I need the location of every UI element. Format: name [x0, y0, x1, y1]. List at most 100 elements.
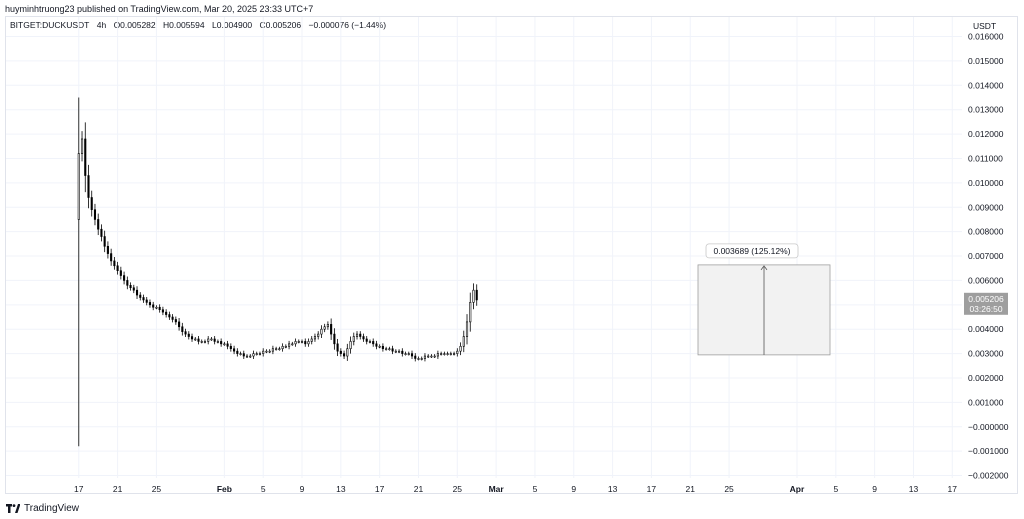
candle-body — [139, 294, 142, 298]
candle-body — [291, 343, 294, 346]
candle-body — [300, 341, 304, 343]
x-tick-label: 13 — [608, 484, 618, 494]
candle-body — [398, 350, 401, 353]
symbol-name[interactable]: BITGET:DUCKUSDT — [10, 20, 90, 30]
tradingview-logo-icon — [6, 504, 20, 513]
candle-body — [349, 341, 352, 350]
candle-body — [142, 297, 145, 301]
candle-body — [271, 348, 274, 352]
candle-body — [391, 348, 394, 352]
open-value: O0.005282 — [113, 20, 156, 30]
x-tick-label: Mar — [489, 484, 505, 494]
candle-body — [394, 350, 397, 353]
candle-body — [242, 353, 245, 357]
candle-body — [184, 331, 187, 335]
candle-body — [255, 353, 258, 355]
candle-body — [194, 338, 197, 341]
x-tick-label: 5 — [261, 484, 266, 494]
candle-body — [320, 328, 323, 335]
candle-body — [197, 338, 200, 342]
candle-body — [330, 324, 333, 335]
candle-body — [440, 353, 443, 355]
candle-body — [388, 348, 391, 351]
publish-info: huyminhtruong23 published on TradingView… — [5, 4, 314, 14]
x-tick-label: 13 — [336, 484, 346, 494]
x-tick-label: 21 — [113, 484, 123, 494]
x-tick-label: 21 — [686, 484, 696, 494]
candle-body — [465, 321, 469, 337]
candle-body — [97, 219, 100, 230]
close-value: C0.005206 — [259, 20, 302, 30]
currency-label[interactable]: USDT — [973, 21, 997, 31]
candle-body — [433, 355, 436, 358]
current-price-tag[interactable] — [964, 292, 1008, 315]
candle-body — [343, 353, 346, 357]
candle-body — [414, 355, 417, 359]
x-tick-label: 5 — [833, 484, 838, 494]
candle-body — [181, 326, 184, 332]
y-tick-label: 0.010000 — [968, 178, 1004, 188]
candle-body — [297, 341, 300, 343]
candle-body — [165, 311, 168, 315]
candle-body — [106, 245, 109, 254]
x-tick-label: 17 — [647, 484, 657, 494]
candle-body — [110, 253, 113, 262]
interval[interactable]: 4h — [96, 20, 107, 30]
y-tick-label: 0.013000 — [968, 105, 1004, 115]
candle-body — [288, 343, 291, 347]
y-tick-label: 0.015000 — [968, 56, 1004, 66]
candle-body — [268, 350, 271, 353]
candle-body — [239, 353, 242, 355]
candle-body — [190, 336, 194, 340]
candle-body — [307, 341, 310, 345]
candle-body — [407, 353, 410, 355]
candle-body — [103, 236, 106, 247]
measure-label: 0.003689 (125.12%) — [713, 246, 790, 256]
candle-body — [87, 175, 90, 198]
candle-body — [456, 350, 459, 354]
y-tick-label: 0.012000 — [968, 129, 1004, 139]
y-tick-label: 0.006000 — [968, 275, 1004, 285]
high-value: H0.005594 — [163, 20, 205, 30]
candle-body — [252, 353, 255, 357]
candle-body — [236, 350, 239, 354]
measure-label-box — [705, 243, 799, 259]
candle-body — [323, 326, 326, 330]
brand-name: TradingView — [24, 503, 80, 514]
candle-body — [203, 341, 207, 343]
candle-body — [453, 353, 456, 355]
x-tick-label: Feb — [217, 484, 232, 494]
candle-body — [132, 287, 135, 291]
candle-body — [126, 280, 129, 286]
candle-body — [359, 333, 362, 337]
candle-body — [113, 260, 116, 267]
candle-body — [200, 341, 203, 343]
candle-body — [336, 343, 339, 352]
y-tick-label: −0.002000 — [968, 471, 1009, 481]
candle-body — [317, 333, 320, 337]
candle-body — [135, 289, 139, 296]
candle-body — [84, 138, 87, 176]
candle-body — [446, 353, 449, 355]
x-tick-label: 25 — [453, 484, 463, 494]
candle-body — [281, 345, 284, 350]
candle-body — [443, 353, 446, 355]
x-tick-label: 21 — [414, 484, 424, 494]
candle-body — [148, 302, 152, 306]
candle-body — [77, 153, 80, 220]
candle-body — [223, 343, 226, 346]
y-tick-label: 0.001000 — [968, 397, 1004, 407]
footer-brand[interactable]: TradingView — [6, 503, 79, 514]
candle-body — [436, 353, 439, 357]
candle-body — [262, 350, 265, 354]
candle-body — [129, 285, 132, 289]
candle-body — [385, 348, 388, 351]
candle-body — [368, 341, 372, 343]
candle-body — [472, 289, 475, 303]
candle-body — [284, 345, 287, 348]
chart-frame[interactable] — [5, 16, 1018, 494]
candle-body — [355, 333, 359, 337]
candle-body — [80, 138, 84, 154]
candle-body — [161, 309, 164, 313]
